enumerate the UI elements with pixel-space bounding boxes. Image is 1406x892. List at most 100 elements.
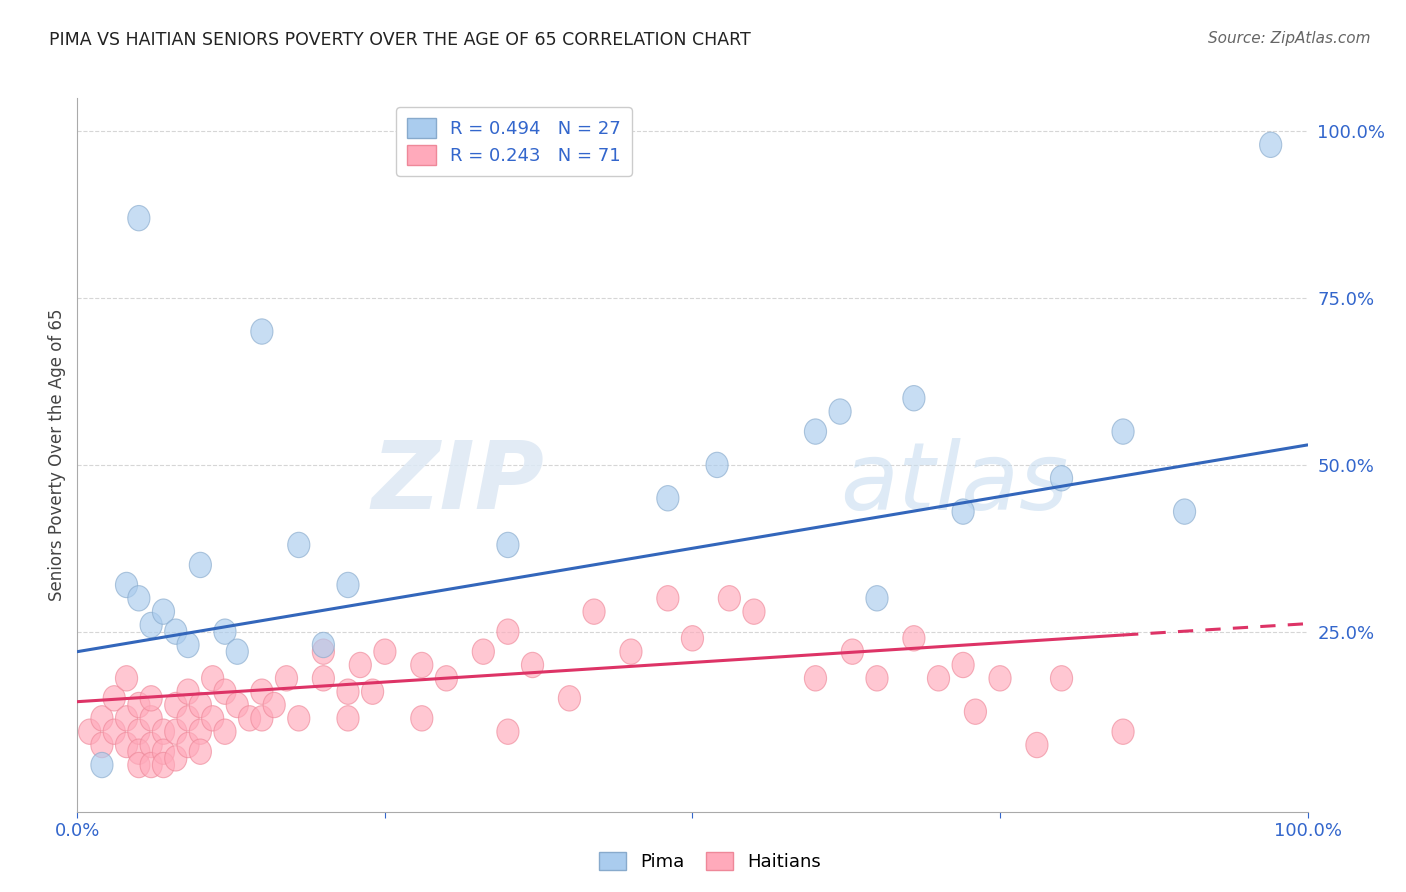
Ellipse shape bbox=[152, 599, 174, 624]
Ellipse shape bbox=[177, 732, 200, 757]
Ellipse shape bbox=[522, 652, 544, 678]
Ellipse shape bbox=[128, 752, 150, 778]
Ellipse shape bbox=[1174, 499, 1195, 524]
Ellipse shape bbox=[239, 706, 260, 731]
Ellipse shape bbox=[583, 599, 605, 624]
Ellipse shape bbox=[103, 686, 125, 711]
Ellipse shape bbox=[411, 706, 433, 731]
Ellipse shape bbox=[141, 752, 162, 778]
Ellipse shape bbox=[558, 686, 581, 711]
Ellipse shape bbox=[91, 706, 112, 731]
Text: PIMA VS HAITIAN SENIORS POVERTY OVER THE AGE OF 65 CORRELATION CHART: PIMA VS HAITIAN SENIORS POVERTY OVER THE… bbox=[49, 31, 751, 49]
Ellipse shape bbox=[91, 732, 112, 757]
Ellipse shape bbox=[115, 573, 138, 598]
Ellipse shape bbox=[190, 692, 211, 718]
Ellipse shape bbox=[928, 665, 949, 691]
Ellipse shape bbox=[337, 706, 359, 731]
Ellipse shape bbox=[742, 599, 765, 624]
Ellipse shape bbox=[128, 205, 150, 231]
Y-axis label: Seniors Poverty Over the Age of 65: Seniors Poverty Over the Age of 65 bbox=[48, 309, 66, 601]
Ellipse shape bbox=[288, 533, 309, 558]
Ellipse shape bbox=[1112, 719, 1135, 744]
Ellipse shape bbox=[214, 679, 236, 705]
Ellipse shape bbox=[496, 533, 519, 558]
Ellipse shape bbox=[226, 639, 249, 665]
Ellipse shape bbox=[226, 692, 249, 718]
Ellipse shape bbox=[866, 586, 889, 611]
Ellipse shape bbox=[201, 706, 224, 731]
Ellipse shape bbox=[103, 719, 125, 744]
Ellipse shape bbox=[1050, 665, 1073, 691]
Ellipse shape bbox=[718, 586, 741, 611]
Ellipse shape bbox=[250, 318, 273, 344]
Text: Source: ZipAtlas.com: Source: ZipAtlas.com bbox=[1208, 31, 1371, 46]
Ellipse shape bbox=[620, 639, 643, 665]
Ellipse shape bbox=[141, 612, 162, 638]
Ellipse shape bbox=[866, 665, 889, 691]
Ellipse shape bbox=[903, 625, 925, 651]
Ellipse shape bbox=[177, 632, 200, 657]
Ellipse shape bbox=[165, 692, 187, 718]
Text: ZIP: ZIP bbox=[373, 437, 546, 530]
Ellipse shape bbox=[1260, 132, 1282, 158]
Ellipse shape bbox=[1112, 419, 1135, 444]
Ellipse shape bbox=[657, 485, 679, 511]
Ellipse shape bbox=[411, 652, 433, 678]
Ellipse shape bbox=[214, 719, 236, 744]
Ellipse shape bbox=[165, 746, 187, 771]
Ellipse shape bbox=[128, 692, 150, 718]
Ellipse shape bbox=[496, 619, 519, 644]
Ellipse shape bbox=[177, 706, 200, 731]
Ellipse shape bbox=[152, 719, 174, 744]
Ellipse shape bbox=[152, 739, 174, 764]
Ellipse shape bbox=[1026, 732, 1047, 757]
Ellipse shape bbox=[190, 552, 211, 578]
Ellipse shape bbox=[165, 719, 187, 744]
Ellipse shape bbox=[141, 686, 162, 711]
Ellipse shape bbox=[250, 679, 273, 705]
Ellipse shape bbox=[337, 573, 359, 598]
Ellipse shape bbox=[841, 639, 863, 665]
Ellipse shape bbox=[436, 665, 457, 691]
Ellipse shape bbox=[128, 586, 150, 611]
Legend: R = 0.494   N = 27, R = 0.243   N = 71: R = 0.494 N = 27, R = 0.243 N = 71 bbox=[396, 107, 631, 176]
Ellipse shape bbox=[952, 499, 974, 524]
Ellipse shape bbox=[830, 399, 851, 425]
Ellipse shape bbox=[177, 679, 200, 705]
Ellipse shape bbox=[214, 619, 236, 644]
Text: atlas: atlas bbox=[841, 438, 1069, 529]
Ellipse shape bbox=[190, 719, 211, 744]
Ellipse shape bbox=[312, 665, 335, 691]
Ellipse shape bbox=[337, 679, 359, 705]
Ellipse shape bbox=[201, 665, 224, 691]
Ellipse shape bbox=[91, 752, 112, 778]
Ellipse shape bbox=[496, 719, 519, 744]
Ellipse shape bbox=[903, 385, 925, 411]
Ellipse shape bbox=[152, 752, 174, 778]
Ellipse shape bbox=[263, 692, 285, 718]
Ellipse shape bbox=[374, 639, 396, 665]
Ellipse shape bbox=[965, 699, 987, 724]
Ellipse shape bbox=[128, 739, 150, 764]
Ellipse shape bbox=[361, 679, 384, 705]
Ellipse shape bbox=[141, 732, 162, 757]
Ellipse shape bbox=[349, 652, 371, 678]
Ellipse shape bbox=[657, 586, 679, 611]
Ellipse shape bbox=[988, 665, 1011, 691]
Ellipse shape bbox=[115, 732, 138, 757]
Ellipse shape bbox=[276, 665, 298, 691]
Ellipse shape bbox=[250, 706, 273, 731]
Ellipse shape bbox=[804, 665, 827, 691]
Ellipse shape bbox=[115, 665, 138, 691]
Ellipse shape bbox=[190, 739, 211, 764]
Ellipse shape bbox=[312, 632, 335, 657]
Ellipse shape bbox=[288, 706, 309, 731]
Ellipse shape bbox=[165, 619, 187, 644]
Ellipse shape bbox=[79, 719, 101, 744]
Ellipse shape bbox=[952, 652, 974, 678]
Ellipse shape bbox=[141, 706, 162, 731]
Ellipse shape bbox=[682, 625, 703, 651]
Legend: Pima, Haitians: Pima, Haitians bbox=[592, 845, 828, 879]
Ellipse shape bbox=[706, 452, 728, 477]
Ellipse shape bbox=[472, 639, 495, 665]
